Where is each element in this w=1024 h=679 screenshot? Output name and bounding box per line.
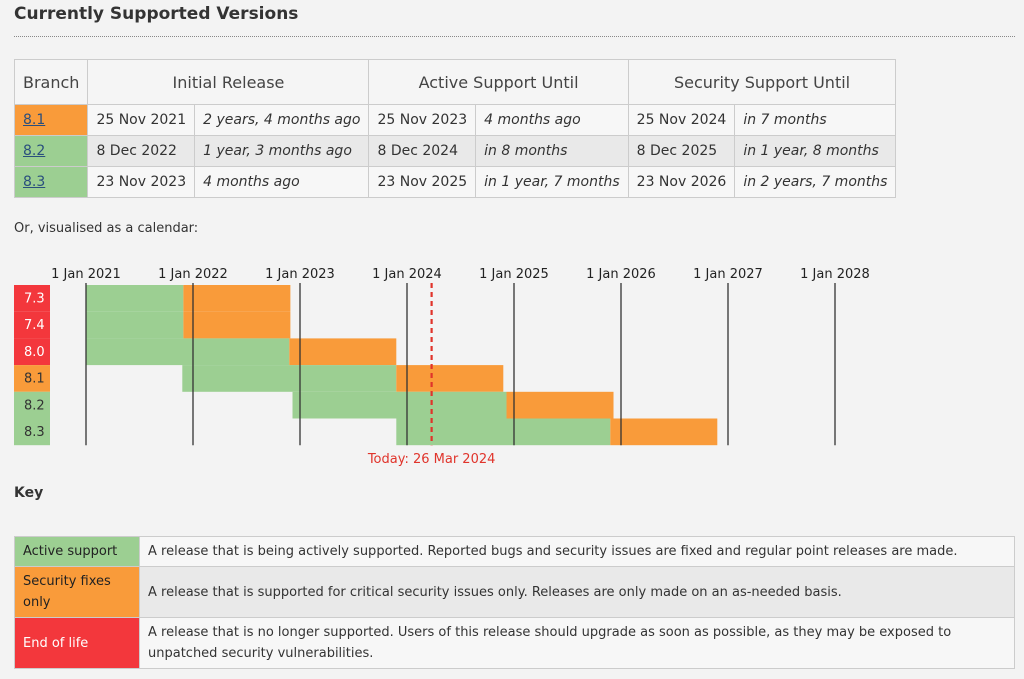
year-label: 1 Jan 2024: [372, 267, 442, 282]
header-initial-release: Initial Release: [87, 59, 370, 105]
table-row: 8.3 23 Nov 2023 4 months ago 23 Nov 2025…: [13, 166, 897, 198]
year-label: 1 Jan 2022: [158, 267, 228, 282]
branch-link-8-3[interactable]: 8.3: [23, 174, 46, 190]
branch-label: 8.3: [24, 425, 45, 440]
security-support-date: 23 Nov 2026: [627, 166, 736, 198]
active-support-date: 25 Nov 2023: [368, 104, 477, 136]
key-title: Key: [14, 485, 44, 501]
active-support-bar: [182, 365, 397, 392]
key-row-active: Active support A release that is being a…: [14, 536, 1015, 567]
table-row: 8.1 25 Nov 2021 2 years, 4 months ago 25…: [13, 104, 897, 136]
branch-cell: 8.1: [13, 104, 89, 136]
key-desc-active: A release that is being actively support…: [139, 536, 1015, 567]
year-label: 1 Jan 2026: [586, 267, 656, 282]
security-support-date: 8 Dec 2025: [627, 135, 736, 167]
key-desc-security: A release that is supported for critical…: [139, 566, 1015, 618]
active-support-date: 8 Dec 2024: [368, 135, 477, 167]
active-support-bar: [86, 311, 184, 339]
branch-label-box: [14, 418, 50, 446]
active-support-relative: in 1 year, 7 months: [475, 166, 629, 198]
security-support-bar: [183, 285, 291, 312]
initial-release-relative: 2 years, 4 months ago: [194, 104, 370, 136]
branch-label-box: [14, 311, 50, 339]
key-row-security: Security fixes only A release that is su…: [14, 566, 1015, 618]
initial-release-date: 23 Nov 2023: [87, 166, 196, 198]
active-support-relative: 4 months ago: [475, 104, 629, 136]
branch-label: 7.3: [24, 292, 45, 307]
heading-divider: [14, 36, 1015, 37]
branch-label-box: [14, 285, 50, 312]
security-support-relative: in 7 months: [734, 104, 897, 136]
year-label: 1 Jan 2027: [693, 267, 763, 282]
active-support-bar: [396, 418, 611, 446]
today-label: Today: 26 Mar 2024: [367, 452, 496, 467]
table-row: 8.2 8 Dec 2022 1 year, 3 months ago 8 De…: [13, 135, 897, 167]
page-heading: Currently Supported Versions: [14, 4, 299, 24]
active-support-bar: [86, 285, 184, 312]
table-header-row: Branch Initial Release Active Support Un…: [13, 59, 897, 105]
security-support-bar: [183, 311, 291, 339]
branch-label: 8.0: [24, 345, 45, 360]
branch-label: 8.2: [24, 398, 45, 413]
branch-link-8-2[interactable]: 8.2: [23, 143, 46, 159]
active-support-relative: in 8 months: [475, 135, 629, 167]
security-support-bar: [289, 338, 397, 366]
header-security-support: Security Support Until: [627, 59, 897, 105]
initial-release-relative: 4 months ago: [194, 166, 370, 198]
security-support-bar: [610, 418, 718, 446]
header-branch: Branch: [13, 59, 89, 105]
year-label: 1 Jan 2028: [800, 267, 870, 282]
security-support-relative: in 2 years, 7 months: [734, 166, 897, 198]
key-desc-eol: A release that is no longer supported. U…: [139, 617, 1015, 669]
key-label-active: Active support: [14, 536, 140, 567]
branch-cell: 8.3: [13, 166, 89, 198]
active-support-bar: [86, 338, 290, 366]
security-support-bar: [396, 365, 504, 392]
year-label: 1 Jan 2023: [265, 267, 335, 282]
branch-label-box: [14, 338, 50, 366]
key-label-security: Security fixes only: [14, 566, 140, 618]
year-label: 1 Jan 2021: [51, 267, 121, 282]
active-support-bar: [292, 391, 507, 419]
key-row-eol: End of life A release that is no longer …: [14, 617, 1015, 669]
initial-release-date: 8 Dec 2022: [87, 135, 196, 167]
active-support-date: 23 Nov 2025: [368, 166, 477, 198]
support-calendar: 1 Jan 2021 1 Jan 2022 1 Jan 2023 1 Jan 2024…: [14, 267, 870, 467]
branch-label: 7.4: [24, 318, 45, 333]
initial-release-relative: 1 year, 3 months ago: [194, 135, 370, 167]
branch-cell: 8.2: [13, 135, 89, 167]
calendar-caption: Or, visualised as a calendar:: [14, 221, 199, 236]
header-active-support: Active Support Until: [368, 59, 629, 105]
branch-label: 8.1: [24, 372, 45, 387]
supported-versions-table: Branch Initial Release Active Support Un…: [13, 59, 897, 198]
branch-label-box: [14, 365, 50, 392]
security-support-date: 25 Nov 2024: [627, 104, 736, 136]
security-support-relative: in 1 year, 8 months: [734, 135, 897, 167]
initial-release-date: 25 Nov 2021: [87, 104, 196, 136]
year-label: 1 Jan 2025: [479, 267, 549, 282]
key-table: Active support A release that is being a…: [14, 536, 1015, 669]
branch-link-8-1[interactable]: 8.1: [23, 112, 46, 128]
branch-label-box: [14, 391, 50, 419]
security-support-bar: [506, 391, 614, 419]
key-label-eol: End of life: [14, 617, 140, 669]
